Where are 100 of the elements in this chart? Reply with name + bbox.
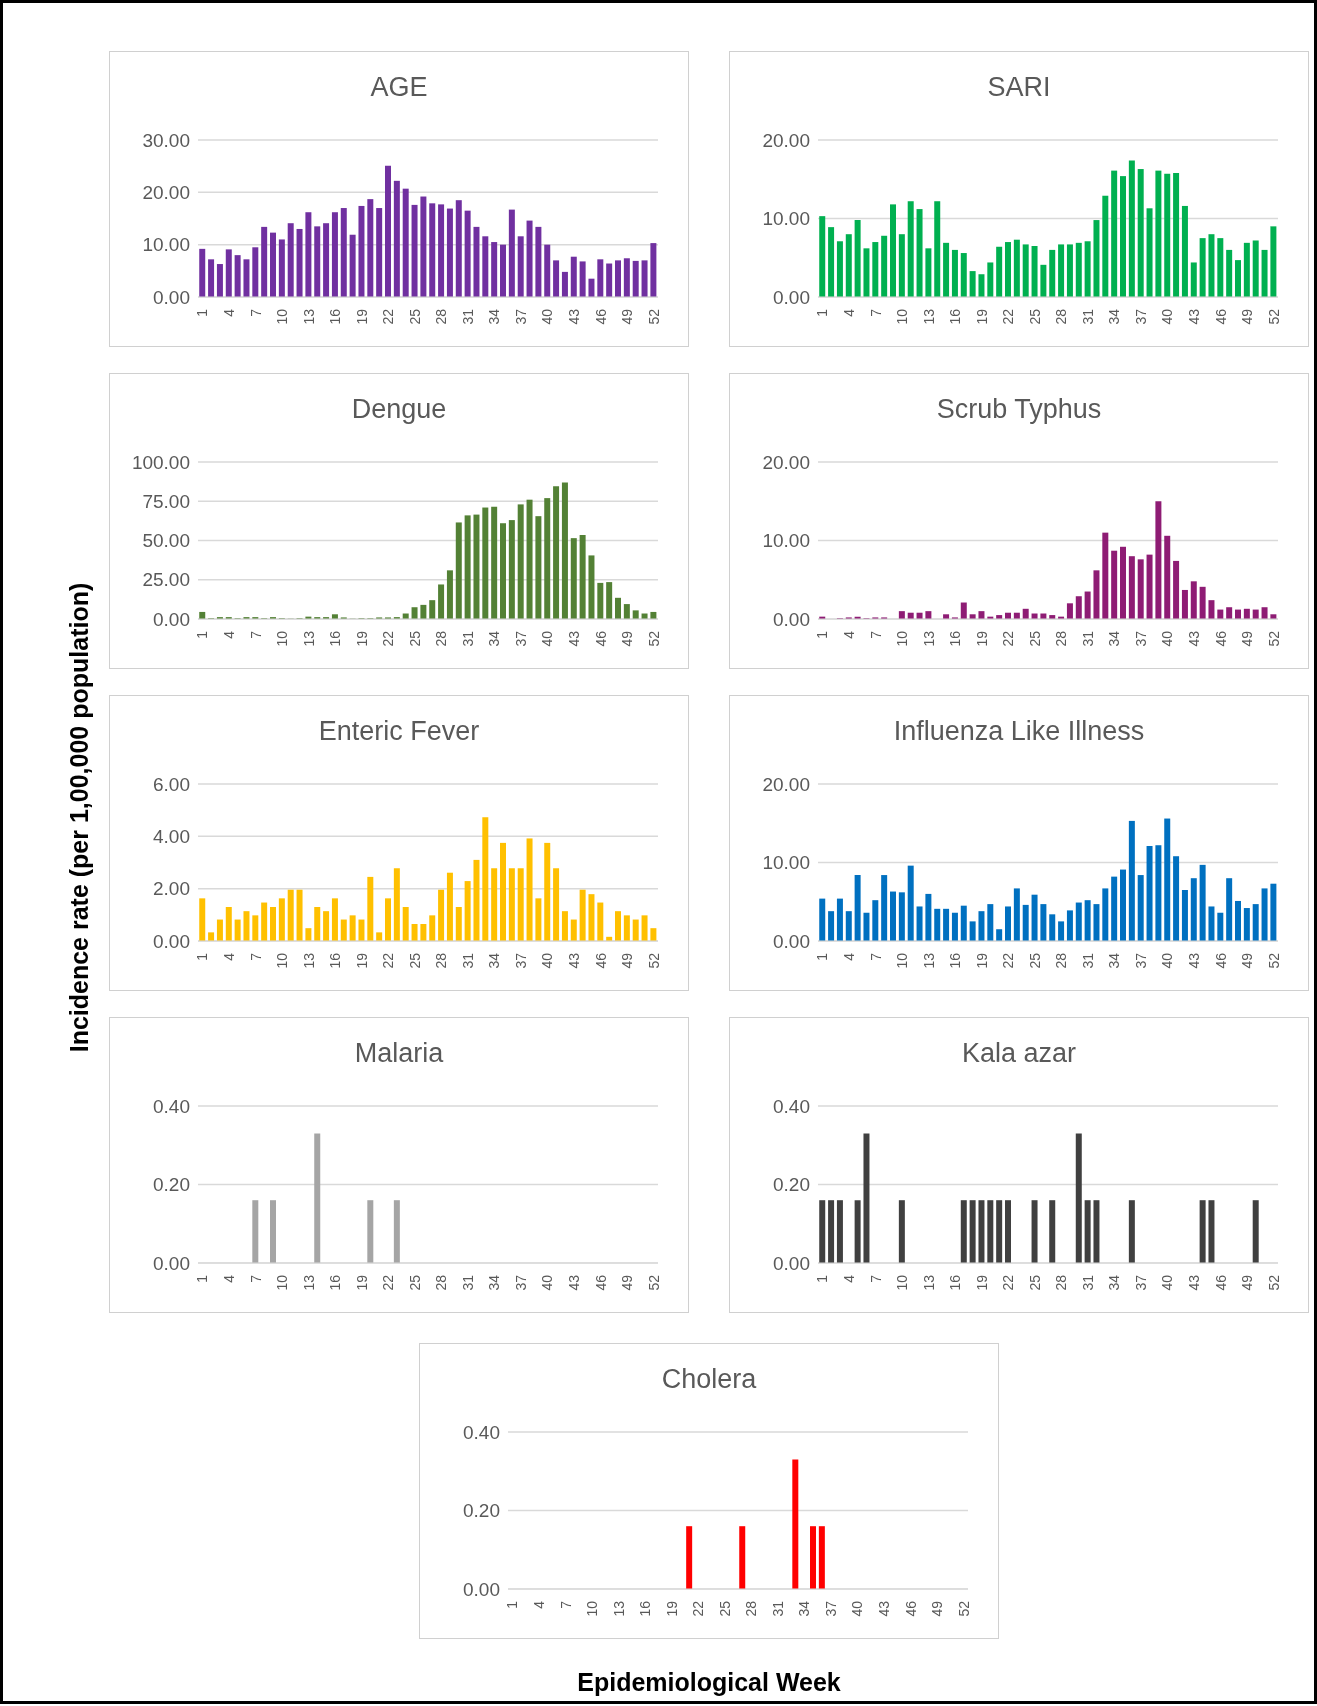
x-tick-label: 22 [380, 630, 397, 647]
x-tick-label: 13 [300, 952, 317, 969]
x-tick-label: 1 [814, 1274, 831, 1283]
x-tick-label: 46 [1212, 1274, 1229, 1291]
x-tick-label: 46 [1212, 630, 1229, 647]
x-tick-label: 52 [1265, 1274, 1282, 1291]
x-tick-label: 31 [1079, 630, 1096, 647]
y-tick-label: 0.00 [773, 1252, 810, 1274]
y-tick-label: 0.20 [153, 1174, 190, 1196]
y-tick-label: 2.00 [153, 878, 190, 900]
x-tick-label: 7 [557, 1600, 574, 1609]
x-tick-label: 25 [1026, 630, 1043, 647]
x-tick-label: 37 [1132, 1274, 1149, 1291]
y-tick-label: 0.00 [773, 930, 810, 952]
x-tick-label: 28 [433, 630, 450, 647]
x-tick-label: 34 [1106, 308, 1123, 325]
x-tick-label: 25 [1026, 952, 1043, 969]
y-tick-label: 10.00 [762, 208, 810, 230]
x-tick-label: 22 [1000, 952, 1017, 969]
x-tick-label: 40 [539, 952, 556, 969]
x-tick-label: 46 [902, 1600, 919, 1617]
x-tick-label: 19 [353, 630, 370, 647]
x-tick-label: 19 [353, 1274, 370, 1291]
x-tick-label: 34 [486, 952, 503, 969]
x-tick-label: 49 [619, 630, 636, 647]
x-tick-label: 46 [592, 952, 609, 969]
x-tick-label: 16 [327, 308, 344, 325]
x-tick-label: 28 [1053, 1274, 1070, 1291]
x-tick-label: 49 [619, 308, 636, 325]
x-tick-label: 1 [194, 630, 211, 639]
x-tick-label: 43 [1185, 952, 1202, 969]
x-tick-label: 31 [1079, 1274, 1096, 1291]
x-tick-label: 34 [486, 1274, 503, 1291]
x-tick-label: 1 [194, 952, 211, 961]
x-tick-label: 7 [867, 630, 884, 639]
x-tick-label: 40 [539, 308, 556, 325]
x-tick-label: 28 [1053, 630, 1070, 647]
x-tick-label: 25 [1026, 308, 1043, 325]
y-tick-label: 0.40 [153, 1095, 190, 1117]
x-tick-label: 34 [1106, 630, 1123, 647]
chart-title: Scrub Typhus [935, 394, 1103, 425]
x-tick-label: 40 [1159, 1274, 1176, 1291]
x-tick-label: 49 [1239, 952, 1256, 969]
x-tick-label: 7 [867, 952, 884, 961]
y-tick-label: 25.00 [142, 569, 190, 591]
x-tick-label: 16 [327, 630, 344, 647]
x-tick-label: 16 [947, 630, 964, 647]
x-tick-label: 37 [822, 1600, 839, 1617]
x-tick-label: 52 [645, 630, 662, 647]
y-tick-label: 20.00 [762, 129, 810, 151]
x-tick-label: 16 [327, 1274, 344, 1291]
y-tick-label: 20.00 [142, 182, 190, 204]
x-tick-label: 52 [955, 1600, 972, 1617]
y-tick-label: 75.00 [142, 490, 190, 512]
x-tick-label: 16 [327, 952, 344, 969]
x-tick-label: 10 [894, 952, 911, 969]
x-tick-label: 1 [194, 308, 211, 317]
x-tick-label: 31 [1079, 308, 1096, 325]
x-tick-label: 28 [743, 1600, 760, 1617]
x-tick-label: 40 [1159, 952, 1176, 969]
x-tick-label: 16 [637, 1600, 654, 1617]
x-tick-label: 37 [512, 630, 529, 647]
x-tick-label: 4 [220, 1274, 237, 1283]
x-tick-label: 4 [840, 1274, 857, 1283]
x-tick-label: 28 [433, 952, 450, 969]
x-tick-label: 52 [645, 1274, 662, 1291]
chart-title: Enteric Fever [317, 716, 481, 747]
y-tick-label: 50.00 [142, 530, 190, 552]
x-tick-label: 52 [1265, 630, 1282, 647]
x-tick-label: 1 [194, 1274, 211, 1283]
y-tick-label: 0.00 [773, 286, 810, 308]
x-tick-label: 13 [610, 1600, 627, 1617]
y-tick-label: 6.00 [153, 773, 190, 795]
x-tick-label: 16 [947, 1274, 964, 1291]
x-tick-label: 31 [459, 308, 476, 325]
x-tick-label: 25 [1026, 1274, 1043, 1291]
x-tick-label: 4 [530, 1600, 547, 1609]
x-tick-label: 40 [849, 1600, 866, 1617]
x-tick-label: 4 [840, 308, 857, 317]
x-tick-label: 37 [512, 1274, 529, 1291]
x-tick-label: 37 [512, 952, 529, 969]
x-tick-label: 1 [814, 308, 831, 317]
x-tick-label: 10 [274, 308, 291, 325]
x-tick-label: 49 [619, 952, 636, 969]
x-tick-label: 13 [300, 308, 317, 325]
chart-title: Influenza Like Illness [892, 716, 1146, 747]
x-tick-label: 31 [769, 1600, 786, 1617]
x-tick-label: 7 [247, 1274, 264, 1283]
x-tick-label: 46 [1212, 308, 1229, 325]
x-tick-label: 28 [433, 308, 450, 325]
x-tick-label: 4 [220, 630, 237, 639]
x-tick-label: 40 [1159, 630, 1176, 647]
x-tick-label: 10 [274, 630, 291, 647]
x-tick-label: 16 [947, 952, 964, 969]
x-tick-label: 13 [920, 952, 937, 969]
x-tick-label: 28 [1053, 952, 1070, 969]
x-tick-label: 34 [486, 630, 503, 647]
x-tick-label: 37 [1132, 308, 1149, 325]
x-tick-label: 40 [1159, 308, 1176, 325]
y-tick-label: 0.20 [773, 1174, 810, 1196]
